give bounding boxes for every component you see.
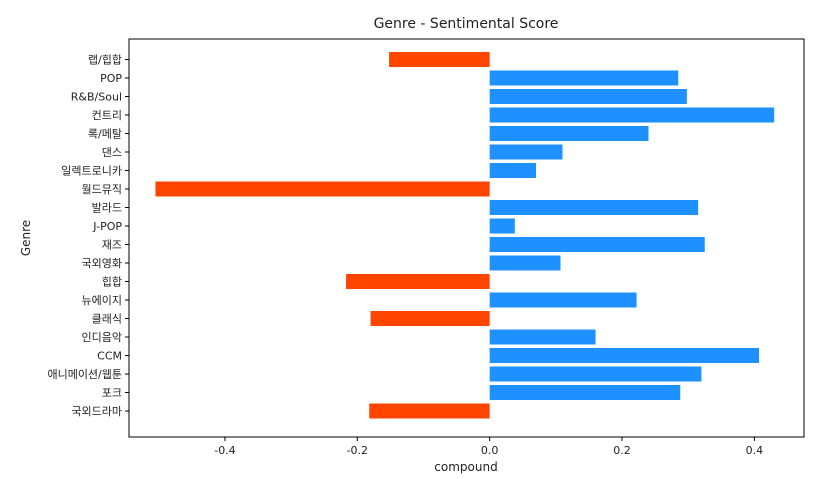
bar-10 <box>489 237 705 252</box>
y-tick-label: 포크 <box>102 387 122 400</box>
y-tick-label: J-POP <box>92 220 122 233</box>
x-tick-label: 0.0 <box>481 444 499 457</box>
x-tick-label: -0.2 <box>347 444 368 457</box>
bar-2 <box>489 89 687 104</box>
x-tick-label: 0.4 <box>746 444 764 457</box>
bar-4 <box>489 126 649 141</box>
y-tick-label: 힙합 <box>102 276 122 289</box>
y-tick-label: 발라드 <box>92 202 122 215</box>
y-tick-label: 재즈 <box>102 239 122 252</box>
bar-15 <box>489 329 596 345</box>
y-tick-label: 월드뮤직 <box>82 183 122 196</box>
x-axis: -0.4 -0.2 0.0 0.2 0.4 <box>214 437 763 457</box>
x-tick-label: 0.2 <box>613 444 631 457</box>
y-tick-label: 컨트리 <box>92 109 122 122</box>
bar-18 <box>489 385 681 400</box>
chart-title: Genre - Sentimental Score <box>374 16 559 32</box>
bar-7 <box>155 181 490 197</box>
plot-frame <box>128 38 805 438</box>
y-tick-label: 국외영화 <box>82 257 122 270</box>
y-tick-label: 랩/힙합 <box>88 54 122 67</box>
bar-17 <box>489 366 702 382</box>
bar-9 <box>489 218 515 234</box>
bars-group <box>155 52 775 419</box>
y-tick-label: 국외드라마 <box>71 405 122 418</box>
bar-19 <box>369 403 490 419</box>
y-tick-label: CCM <box>97 350 122 363</box>
y-axis-label: Genre <box>19 220 33 256</box>
y-tick-label: R&B/Soul <box>71 91 122 104</box>
x-tick-label: -0.4 <box>214 444 235 457</box>
bar-3 <box>489 107 775 123</box>
y-tick-label: 뉴에이지 <box>82 294 122 307</box>
bar-1 <box>489 70 679 86</box>
bar-0 <box>389 52 490 67</box>
bar-14 <box>370 311 490 326</box>
x-axis-label: compound <box>434 460 497 474</box>
y-tick-label: 인디음악 <box>82 331 122 344</box>
bar-6 <box>489 163 536 178</box>
y-tick-label: 애니메이션/웹툰 <box>47 368 122 381</box>
bar-12 <box>346 274 490 289</box>
y-tick-label: 록/메탈 <box>88 128 122 141</box>
bar-8 <box>489 200 699 215</box>
y-tick-label: POP <box>100 72 122 85</box>
bar-5 <box>489 144 563 160</box>
y-tick-label: 댄스 <box>102 146 122 159</box>
y-tick-label: 일렉트로니카 <box>61 164 122 178</box>
bar-16 <box>489 348 759 363</box>
y-tick-label: 클래식 <box>92 313 122 326</box>
bar-13 <box>489 292 637 308</box>
bar-11 <box>489 255 561 271</box>
